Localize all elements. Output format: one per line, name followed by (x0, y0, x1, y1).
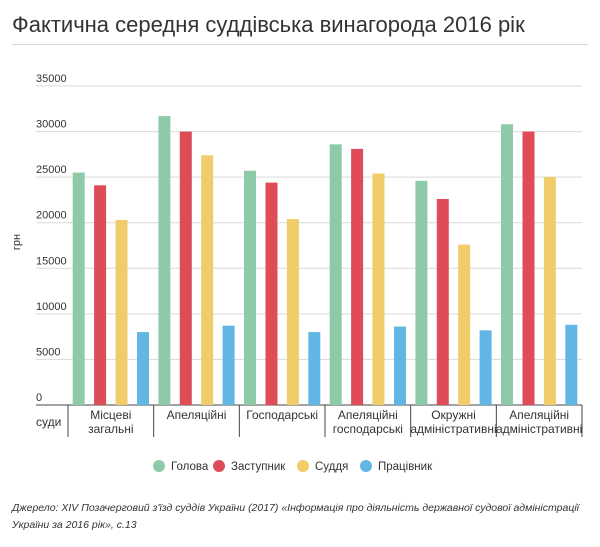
bar (115, 220, 128, 405)
bar (479, 330, 492, 405)
bar (329, 144, 342, 406)
bar (308, 332, 321, 405)
y-tick-label: 0 (36, 392, 42, 404)
bar (351, 148, 364, 405)
legend-swatch (360, 460, 372, 472)
bar (372, 173, 385, 405)
bar (158, 116, 171, 405)
x-axis: Місцеві загальні Апеляційні Господарські Апе… (67, 405, 583, 437)
title-divider (12, 44, 588, 45)
bar (436, 199, 449, 405)
bar (222, 325, 235, 405)
category-label: Апеляційні (167, 408, 227, 422)
legend-label: Заступник (231, 461, 286, 473)
bar (394, 326, 406, 405)
bar (522, 131, 535, 405)
bar (286, 219, 299, 405)
y-axis: 0 5000 10000 15000 20000 25000 30000 35000 (36, 73, 67, 404)
legend-swatch (297, 460, 309, 472)
legend-swatch (153, 460, 165, 472)
y-tick-label: 10000 (36, 301, 67, 313)
x-axis-title: суди (36, 415, 61, 429)
bar (179, 131, 192, 405)
bar (265, 182, 278, 405)
legend: Голова Заступник Суддя Працівник (153, 460, 433, 473)
bar (244, 170, 256, 405)
y-tick-label: 5000 (36, 346, 60, 358)
category-label: Місцеві загальні (88, 408, 134, 436)
bar (201, 155, 214, 405)
bar (72, 172, 85, 405)
legend-label: Голова (171, 461, 209, 473)
y-tick-label: 30000 (36, 119, 67, 131)
legend-label: Суддя (315, 461, 348, 473)
bars (72, 116, 578, 406)
y-tick-label: 35000 (36, 73, 67, 85)
y-tick-label: 15000 (36, 255, 67, 267)
chart-title: Фактична середня суддівська винагорода 2… (12, 12, 525, 37)
bar (543, 177, 556, 405)
bar (565, 324, 578, 405)
source-note: Джерело: XIV Позачерговий з'їзд суддів У… (12, 502, 579, 531)
category-label: Окружні адміністративні (410, 408, 496, 436)
y-tick-label: 25000 (36, 164, 67, 176)
legend-label: Працівник (378, 461, 433, 473)
bar (458, 244, 471, 405)
y-axis-title: грн (11, 234, 23, 250)
bar (501, 124, 513, 406)
y-tick-label: 20000 (36, 210, 67, 222)
bar (415, 180, 428, 405)
bar (94, 185, 107, 405)
bar (137, 332, 149, 405)
category-label: Апеляційні господарські (333, 408, 403, 436)
legend-swatch (213, 460, 225, 472)
category-label: Господарські (246, 408, 318, 422)
category-label: Апеляційні адміністративні (496, 408, 582, 436)
